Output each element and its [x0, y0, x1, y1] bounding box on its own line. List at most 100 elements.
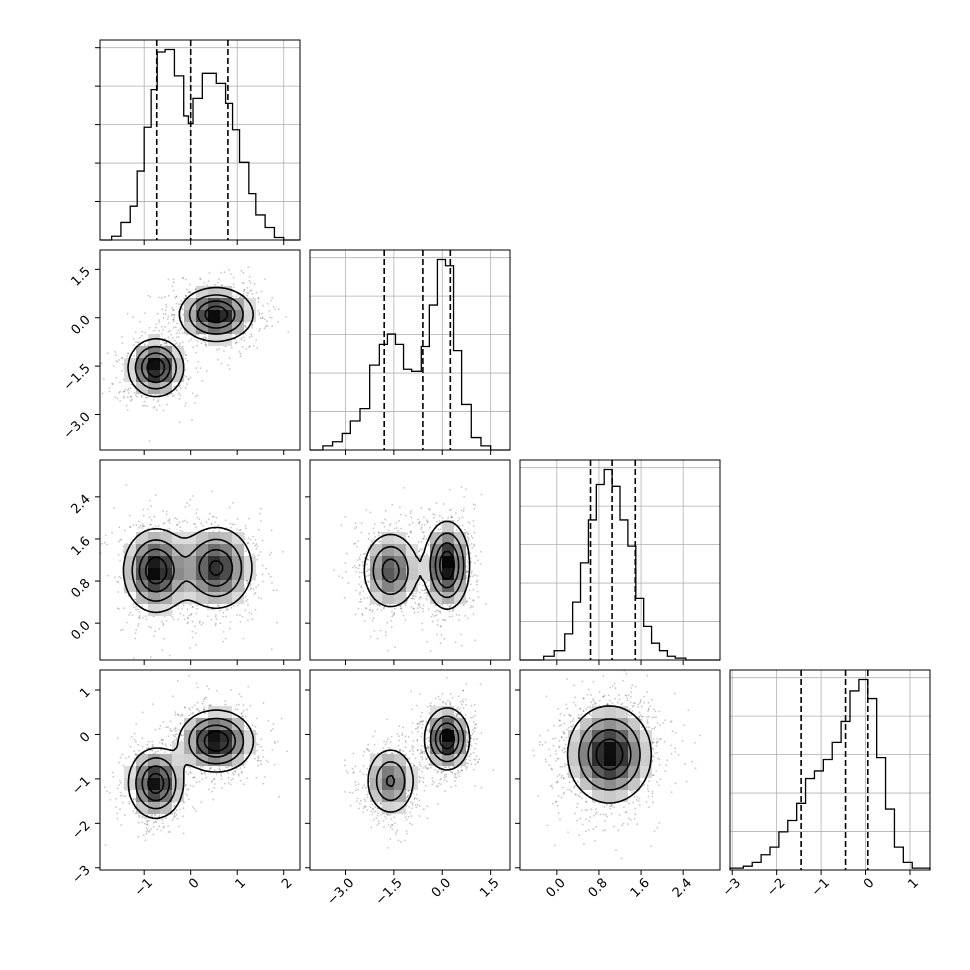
scatter-point	[112, 365, 115, 367]
scatter-point	[184, 278, 187, 281]
scatter-point	[205, 521, 208, 524]
scatter-point	[423, 535, 426, 538]
scatter-point	[223, 350, 225, 352]
histogram-grid	[730, 670, 930, 870]
axes-frame	[99, 249, 301, 451]
scatter-point	[266, 325, 269, 327]
scatter-point	[423, 523, 426, 526]
scatter-point	[419, 606, 422, 609]
scatter-point	[186, 608, 189, 611]
scatter-point	[196, 508, 199, 511]
scatter-panel-0-2	[99, 459, 301, 661]
scatter-point	[441, 603, 444, 606]
scatter-point	[369, 635, 372, 638]
scatter-point	[188, 291, 190, 293]
scatter-point	[163, 342, 166, 345]
scatter-point	[177, 618, 180, 621]
scatter-point	[435, 614, 438, 616]
scatter-point	[409, 512, 412, 514]
scatter-point	[415, 592, 417, 595]
scatter-point	[127, 352, 129, 355]
scatter-point	[434, 610, 437, 613]
scatter-point	[162, 328, 164, 331]
scatter-point	[338, 575, 340, 578]
scatter-point	[343, 596, 346, 599]
scatter-point	[248, 276, 251, 278]
scatter-point	[183, 801, 185, 804]
scatter-point	[148, 440, 151, 442]
scatter-point	[182, 604, 185, 607]
scatter-point	[360, 600, 362, 603]
scatter-point	[244, 715, 247, 718]
scatter-point	[382, 607, 385, 610]
scatter-point	[195, 708, 198, 710]
scatter-point	[400, 610, 403, 613]
scatter-point	[175, 342, 178, 344]
scatter-point	[186, 360, 189, 362]
scatter-point	[167, 278, 170, 281]
histogram-panel-2	[519, 459, 721, 661]
scatter-point	[411, 597, 413, 600]
scatter-point	[347, 582, 350, 584]
scatter-point	[240, 337, 243, 339]
scatter-point	[240, 296, 242, 298]
scatter-point	[455, 512, 457, 514]
scatter-point	[274, 742, 277, 744]
scatter-point	[412, 607, 415, 610]
scatter-point	[260, 597, 263, 600]
scatter-point	[386, 621, 389, 624]
scatter-point	[166, 344, 168, 347]
scatter-point	[413, 597, 415, 600]
density-block	[370, 580, 382, 592]
scatter-point	[248, 517, 250, 520]
scatter-point	[203, 708, 206, 711]
scatter-point	[151, 740, 154, 743]
scatter-point	[429, 650, 432, 652]
scatter-point	[277, 320, 279, 323]
scatter-point	[371, 611, 374, 613]
scatter-point	[199, 278, 202, 281]
scatter-point	[193, 776, 196, 779]
scatter-point	[116, 397, 119, 400]
scatter-point	[133, 757, 136, 760]
scatter-point	[245, 326, 247, 329]
scatter-point	[173, 314, 176, 317]
scatter-point	[197, 333, 200, 336]
contour-level	[131, 538, 243, 602]
scatter-point	[474, 504, 477, 506]
scatter-point	[357, 540, 360, 542]
scatter-point	[115, 354, 117, 357]
scatter-point	[134, 541, 137, 544]
scatter-point	[118, 575, 121, 578]
scatter-point	[167, 315, 170, 318]
scatter-point	[201, 379, 204, 382]
scatter-point	[425, 597, 428, 600]
scatter-point	[240, 695, 243, 698]
scatter-point	[126, 591, 128, 594]
scatter-point	[239, 355, 242, 358]
scatter-point	[353, 542, 355, 545]
scatter-point	[429, 526, 432, 529]
scatter-point	[248, 345, 251, 348]
scatter-point	[232, 283, 235, 286]
scatter-point	[201, 778, 204, 781]
scatter-point	[251, 323, 254, 326]
scatter-point	[368, 568, 371, 571]
density-block	[208, 532, 220, 544]
scatter-point	[395, 522, 398, 524]
scatter-point	[355, 526, 358, 528]
scatter-point	[227, 776, 230, 779]
scatter-point	[411, 597, 414, 600]
scatter-point	[171, 314, 173, 316]
scatter-point	[425, 553, 428, 556]
scatter-point	[437, 529, 440, 531]
scatter-point	[175, 295, 178, 298]
scatter-point	[447, 516, 450, 519]
scatter-point	[240, 338, 243, 341]
density-block	[244, 556, 256, 568]
scatter-point	[172, 308, 175, 311]
scatter-point	[449, 604, 452, 607]
density-block	[220, 298, 232, 310]
scatter-point	[124, 591, 127, 594]
scatter-point	[173, 316, 176, 319]
